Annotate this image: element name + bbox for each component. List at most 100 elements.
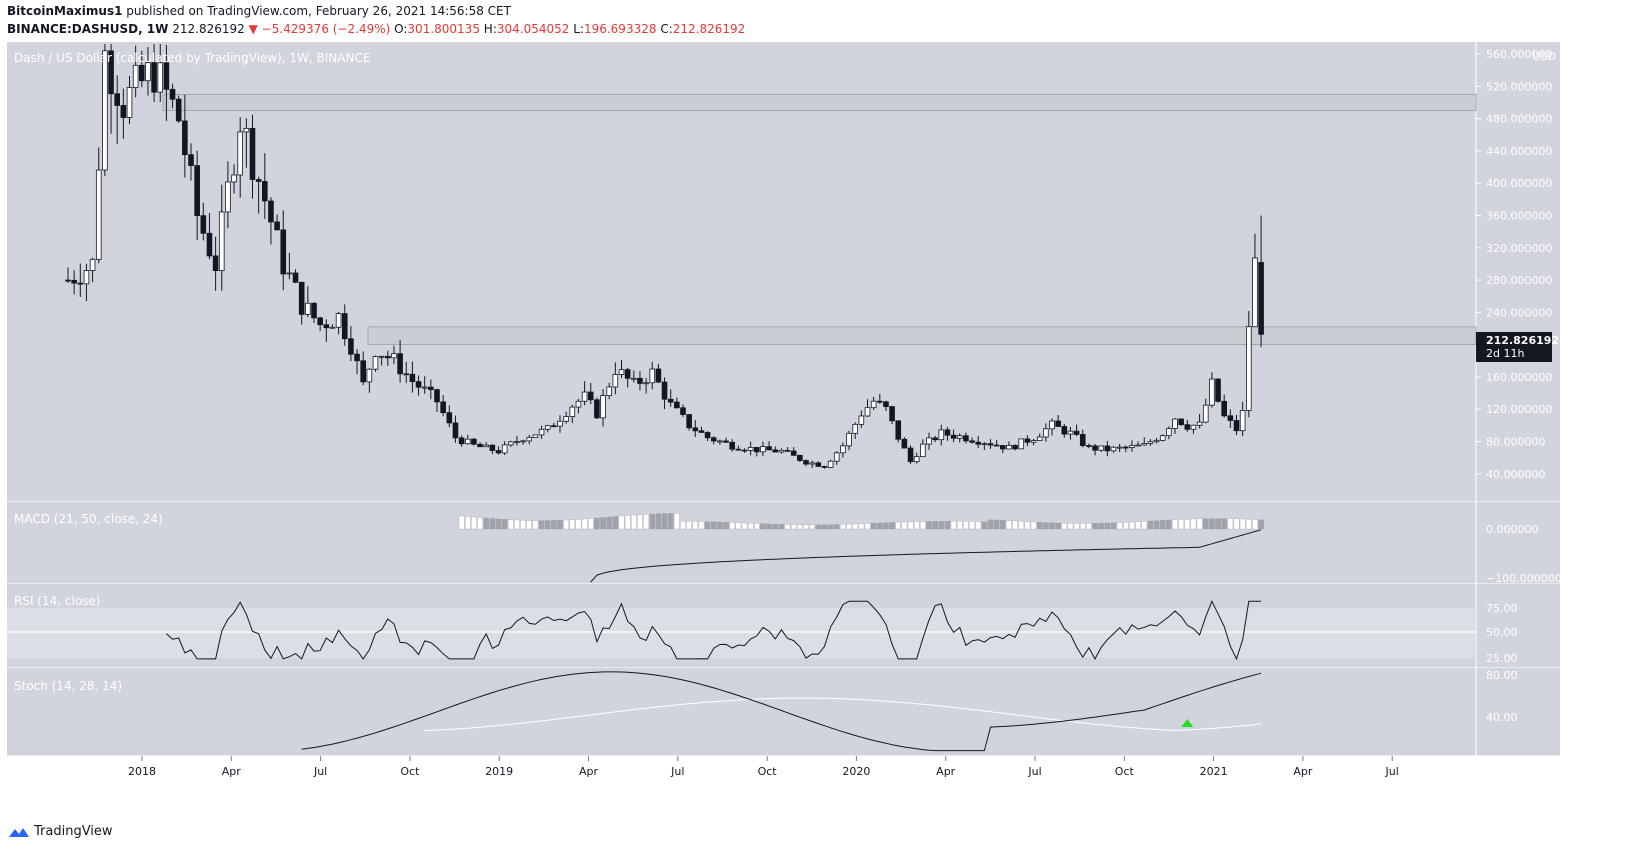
candle-body: [1135, 444, 1141, 447]
candle-body: [403, 373, 410, 376]
symbol-label: BINANCE:DASHUSD, 1W: [7, 22, 169, 36]
candle-body: [526, 437, 533, 442]
macd-histogram-bar: [544, 520, 551, 530]
macd-histogram-bar: [1036, 522, 1043, 530]
candle-body: [446, 412, 453, 424]
macd-histogram-bar: [840, 524, 846, 530]
candle-body: [754, 446, 760, 453]
candle-body: [827, 460, 834, 468]
candle-body: [1227, 415, 1234, 421]
candle-body: [778, 449, 785, 453]
candle-body: [329, 326, 336, 329]
candle-body: [1024, 438, 1031, 443]
macd-histogram-bar: [526, 520, 533, 530]
close-value-ohlc: 212.826192: [672, 22, 746, 36]
macd-histogram-bar: [803, 524, 809, 530]
macd-histogram-bar: [1067, 523, 1074, 530]
candle-body: [77, 282, 84, 285]
candle-body: [421, 386, 428, 389]
macd-histogram-bar: [889, 522, 895, 530]
macd-histogram-bar: [1178, 519, 1184, 530]
candle-body: [1061, 426, 1068, 435]
candle-body: [1067, 430, 1074, 435]
x-tick-label: 2019: [485, 765, 513, 778]
candle-body: [735, 448, 742, 451]
macd-histogram-bar: [975, 521, 981, 530]
candle-body: [1141, 443, 1148, 446]
macd-histogram-bar: [1006, 520, 1012, 530]
candle-body: [280, 229, 287, 275]
candle-body: [520, 440, 526, 443]
price-chart[interactable]: 2018 Apr Jul Oct 2019 Apr Jul Oct 2020 Apr Jul Oct 2…: [0, 42, 1627, 822]
macd-histogram-bar: [1073, 523, 1080, 530]
candle-body: [1092, 445, 1098, 451]
candle-body: [852, 423, 858, 434]
candle-body: [575, 400, 582, 408]
candle-body: [1129, 444, 1135, 448]
y-tick-label: 440.000000: [1486, 145, 1552, 158]
candle-body: [1178, 418, 1184, 426]
main-legend: Dash / US Dollar (calculated by TradingV…: [14, 51, 370, 65]
candle-body: [581, 391, 588, 402]
macd-histogram-bar: [821, 524, 828, 530]
candle-body: [182, 120, 188, 156]
x-tick-label: Jul: [313, 765, 327, 778]
candle-body: [772, 449, 779, 453]
macd-line: [590, 529, 1262, 583]
tradingview-footer[interactable]: TradingView: [8, 824, 113, 839]
candle-body: [643, 382, 649, 385]
candle-body: [157, 62, 164, 93]
macd-histogram-bar: [508, 519, 514, 530]
rsi-tick-label: 50.00: [1486, 626, 1518, 639]
candle-body: [71, 279, 77, 284]
candle-body: [495, 450, 502, 454]
macd-histogram-bar: [1190, 518, 1197, 530]
x-tick-label: Apr: [1293, 765, 1313, 778]
bullish-cross-arrow-icon: [1181, 719, 1194, 727]
macd-histogram-bar: [667, 513, 674, 530]
candle-body: [981, 443, 988, 446]
rsi-legend: RSI (14, close): [14, 594, 100, 608]
macd-histogram-bar: [704, 521, 711, 530]
macd-histogram-bar: [1135, 521, 1141, 530]
candle-body: [532, 434, 539, 438]
published-text: published on TradingView.com, February 2…: [126, 4, 511, 18]
candle-body: [1086, 445, 1092, 447]
macd-histogram-bar: [483, 517, 489, 530]
candle-body: [409, 373, 416, 382]
candle-body: [950, 434, 957, 439]
macd-histogram-bar: [864, 523, 871, 530]
candle-body: [790, 450, 797, 456]
candle-body: [317, 317, 323, 326]
macd-histogram-bar: [1000, 520, 1006, 530]
candle-body: [587, 391, 594, 401]
candle-body: [661, 381, 668, 400]
macd-histogram-bar: [877, 522, 883, 530]
macd-histogram-bar: [1092, 523, 1098, 530]
candle-body: [354, 353, 360, 362]
author-name[interactable]: BitcoinMaximus1: [7, 4, 123, 18]
macd-histogram-bar: [754, 523, 760, 530]
macd-histogram-bar: [501, 519, 508, 530]
x-tick-label: 2020: [842, 765, 870, 778]
macd-histogram-bar: [711, 521, 717, 530]
macd-histogram-bar: [784, 524, 791, 530]
macd-histogram-bar: [981, 521, 988, 530]
candle-body: [237, 131, 244, 176]
open-value: 301.800135: [407, 22, 480, 36]
candle-body: [913, 456, 920, 463]
x-tick-label: 2021: [1200, 765, 1228, 778]
countdown-label: 2d 11h: [1486, 347, 1524, 360]
candle-body: [932, 437, 938, 441]
macd-histogram-bar: [1166, 519, 1172, 530]
footer-brand: TradingView: [34, 824, 113, 839]
macd-histogram-bar: [969, 521, 975, 530]
rsi-tick-label: 75.00: [1486, 602, 1518, 615]
candle-body: [132, 64, 139, 88]
candle-body: [551, 425, 557, 428]
y-tick-label: 520.000000: [1486, 80, 1552, 93]
candle-body: [163, 62, 170, 90]
candle-body: [618, 369, 625, 375]
low-label: L:: [573, 22, 584, 36]
candle-body: [803, 460, 809, 465]
